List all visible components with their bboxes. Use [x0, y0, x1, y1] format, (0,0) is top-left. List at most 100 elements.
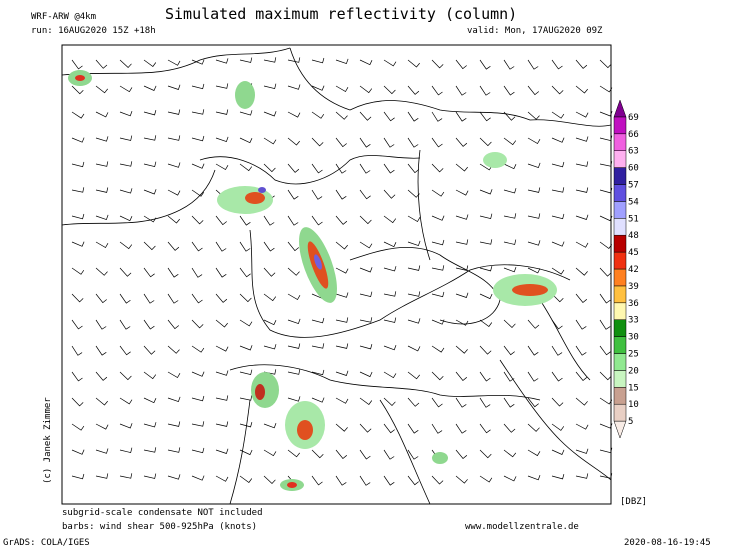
barb	[287, 111, 301, 118]
barb	[191, 241, 203, 252]
barb	[191, 319, 204, 329]
barb	[383, 111, 395, 122]
barb	[311, 215, 323, 226]
barb	[263, 57, 277, 63]
barb	[71, 137, 85, 143]
barb	[311, 397, 325, 403]
software: GrADS: COLA/IGES	[3, 538, 90, 548]
barb	[287, 267, 300, 276]
barb	[503, 266, 517, 273]
barb	[71, 59, 83, 70]
barb	[191, 267, 203, 278]
website: www.modellzentrale.de	[465, 522, 579, 532]
barb	[215, 293, 228, 303]
barb	[431, 397, 443, 408]
barb	[383, 423, 395, 434]
barb	[359, 371, 373, 378]
barb	[503, 213, 517, 219]
color-box	[613, 285, 627, 304]
barb	[431, 239, 445, 246]
barb	[335, 241, 348, 250]
color-box	[613, 370, 627, 388]
barb	[551, 85, 564, 95]
barb	[167, 241, 180, 251]
barb	[95, 241, 109, 248]
barb	[143, 110, 157, 116]
colorbar-label: 54	[628, 197, 639, 207]
colorbar-label: 42	[628, 265, 639, 275]
barb	[167, 371, 181, 378]
barb	[479, 59, 491, 70]
barb	[119, 473, 133, 479]
barb	[263, 83, 277, 90]
barb	[527, 319, 540, 329]
barb	[551, 397, 564, 407]
valid-label: valid: Mon, 17AUG2020 09Z	[467, 26, 603, 36]
barb	[287, 215, 299, 226]
barb	[335, 370, 349, 376]
barb	[527, 240, 541, 246]
barb	[239, 57, 253, 63]
color-box	[613, 218, 627, 236]
barb	[407, 240, 421, 247]
barb	[143, 241, 156, 251]
barb	[167, 162, 181, 168]
barb	[503, 397, 515, 408]
colorbar-label: 25	[628, 350, 639, 360]
barb	[455, 449, 468, 459]
barb	[599, 59, 612, 69]
barb	[359, 317, 373, 323]
barb	[527, 213, 541, 219]
barb	[407, 345, 421, 352]
barb	[359, 449, 371, 460]
barb	[335, 58, 349, 65]
barb	[71, 267, 85, 275]
barb	[95, 111, 109, 118]
barb	[143, 161, 157, 168]
barb	[383, 215, 397, 224]
barb	[431, 59, 444, 69]
barb	[239, 215, 251, 226]
barb	[167, 267, 179, 278]
barb	[95, 345, 107, 356]
colorbar-label: 10	[628, 400, 639, 410]
note: subgrid-scale condensate NOT included	[62, 508, 262, 518]
barb	[287, 57, 301, 63]
barb	[479, 423, 491, 434]
barb	[479, 475, 493, 483]
barb	[287, 396, 301, 402]
barb	[239, 475, 253, 483]
barb	[311, 85, 325, 91]
color-box	[613, 403, 627, 422]
barb	[551, 267, 565, 275]
barb	[239, 395, 253, 401]
barb	[143, 397, 157, 404]
barb	[575, 59, 588, 69]
barb	[215, 475, 229, 482]
barb	[455, 137, 468, 147]
barb	[551, 213, 565, 220]
barb	[551, 137, 565, 143]
barb	[359, 85, 373, 94]
barb	[431, 265, 445, 271]
barb	[191, 371, 205, 377]
barb	[95, 85, 108, 94]
barb	[239, 319, 253, 327]
barb	[479, 293, 493, 300]
barbs-label: barbs: wind shear 500-925hPa (knots)	[62, 522, 257, 532]
barb	[215, 136, 229, 143]
barb	[575, 371, 588, 381]
barb	[167, 293, 179, 304]
barb	[215, 267, 227, 278]
barb	[551, 371, 563, 382]
color-box	[613, 167, 627, 185]
barb	[575, 293, 588, 303]
colorbar-label: 33	[628, 316, 639, 326]
barb	[215, 58, 229, 64]
barb	[551, 187, 565, 193]
barb	[551, 293, 564, 303]
barb	[95, 423, 109, 430]
barb	[599, 161, 613, 167]
barb	[359, 475, 371, 486]
barb	[527, 162, 541, 169]
